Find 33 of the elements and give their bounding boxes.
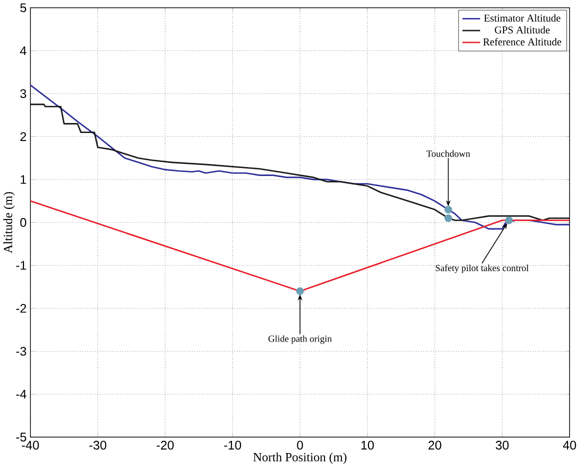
annotation: Glide path origin [268,335,332,344]
x-tick-label: 30 [496,440,509,450]
x-tick-label: 20 [428,440,442,450]
x-tick-label: 40 [562,440,576,450]
point [444,214,452,222]
x-tick-label: 10 [361,440,374,450]
x-tick-label: 0 [297,440,303,450]
x-axis-title: North Position (m) [253,452,346,464]
legend-label: GPS Altitude [494,26,550,34]
y-tick-label: 4 [20,46,26,55]
point [296,287,304,295]
legend-label: Estimator Altitude [484,14,560,22]
point [444,206,452,214]
y-tick-label: 1 [20,175,26,184]
x-tick-label: -20 [156,440,174,450]
point [505,216,513,224]
y-axis-title: Altitude (m) [3,192,15,254]
y-tick-label: 5 [20,3,26,12]
y-tick-label: -5 [16,432,26,442]
y-tick-label: 3 [20,89,26,98]
y-tick-label: -1 [16,260,26,270]
x-tick-label: -40 [22,440,39,450]
x-tick-label: -30 [89,440,106,450]
y-tick-label: -3 [16,346,26,356]
y-tick-label: 2 [20,132,26,141]
y-tick-label: -2 [16,304,26,313]
line-series [30,84,570,230]
x-tick-label: -10 [224,440,242,450]
legend-label: Reference Altitude [483,38,562,46]
y-tick-label: -4 [16,390,26,398]
annotation: Safety pilot takes control [436,264,529,273]
annotation: Touchdown [426,150,470,157]
y-tick-label: 0 [20,218,26,227]
